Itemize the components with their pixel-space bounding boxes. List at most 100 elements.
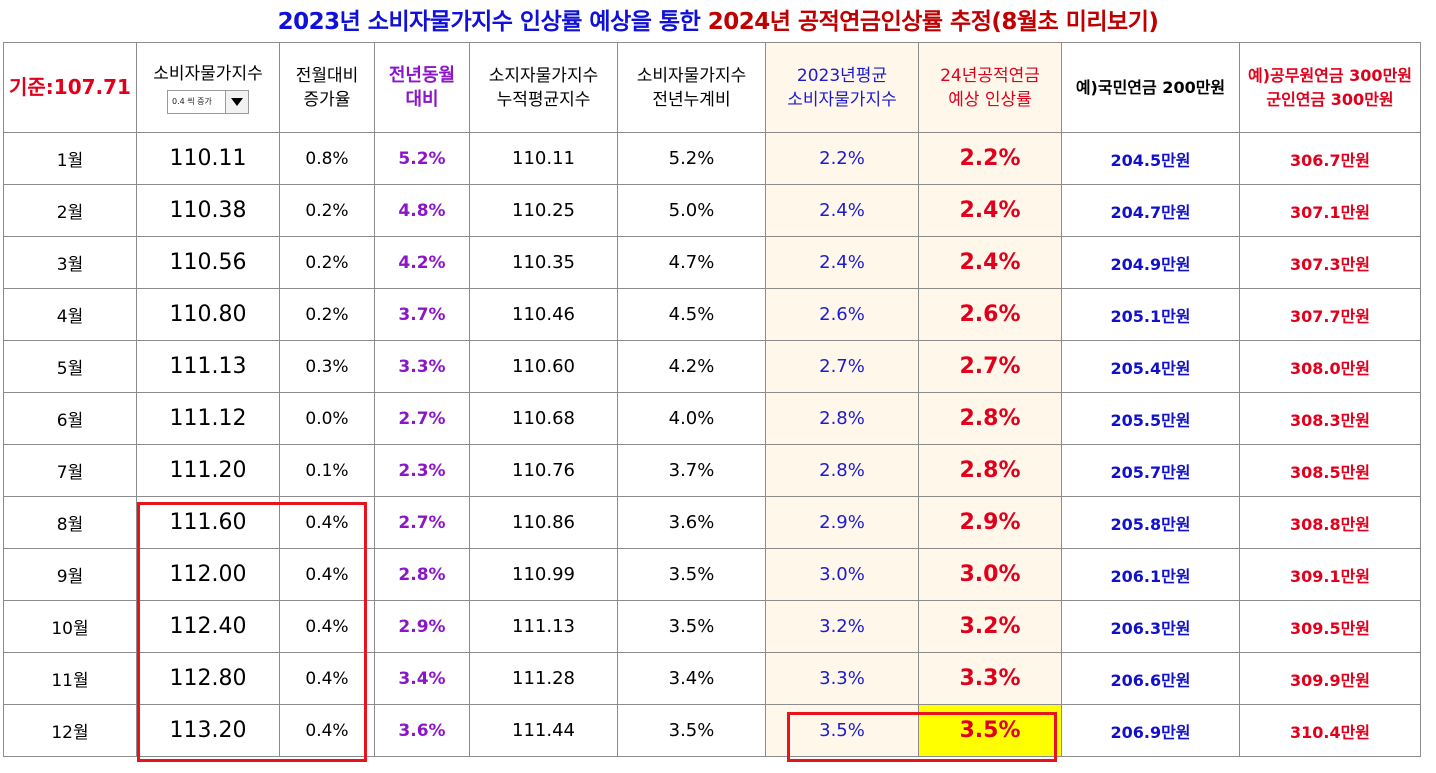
avg-cpi-cell[interactable]: 3.0% — [765, 548, 919, 601]
national-pension-cell[interactable]: 204.7만원 — [1061, 184, 1240, 237]
civil-pension-cell[interactable]: 308.8만원 — [1239, 496, 1421, 549]
national-pension-cell[interactable]: 205.4만원 — [1061, 340, 1240, 393]
mom-cell[interactable]: 0.4% — [279, 704, 375, 757]
pension-rate-cell[interactable]: 2.7% — [918, 340, 1062, 393]
month-cell[interactable]: 6월 — [3, 392, 137, 445]
month-cell[interactable]: 3월 — [3, 236, 137, 289]
cum-avg-cell[interactable]: 110.76 — [469, 444, 618, 497]
cum-avg-cell[interactable]: 110.11 — [469, 132, 618, 185]
ytd-ratio-cell[interactable]: 3.7% — [617, 444, 766, 497]
ytd-ratio-cell[interactable]: 3.5% — [617, 704, 766, 757]
pension-rate-cell[interactable]: 2.8% — [918, 392, 1062, 445]
cum-avg-cell[interactable]: 110.60 — [469, 340, 618, 393]
civil-pension-cell[interactable]: 308.5만원 — [1239, 444, 1421, 497]
national-pension-cell[interactable]: 205.8만원 — [1061, 496, 1240, 549]
cpi-cell[interactable]: 110.56 — [136, 236, 280, 289]
civil-pension-cell[interactable]: 309.9만원 — [1239, 652, 1421, 705]
ytd-ratio-cell[interactable]: 3.5% — [617, 548, 766, 601]
national-pension-cell[interactable]: 204.5만원 — [1061, 132, 1240, 185]
cum-avg-cell[interactable]: 111.13 — [469, 600, 618, 653]
national-pension-cell[interactable]: 206.1만원 — [1061, 548, 1240, 601]
national-pension-cell[interactable]: 206.9만원 — [1061, 704, 1240, 757]
avg-cpi-cell[interactable]: 3.5% — [765, 704, 919, 757]
avg-cpi-cell[interactable]: 2.8% — [765, 392, 919, 445]
mom-cell[interactable]: 0.2% — [279, 236, 375, 289]
cum-avg-cell[interactable]: 111.28 — [469, 652, 618, 705]
cum-avg-cell[interactable]: 110.99 — [469, 548, 618, 601]
cpi-cell[interactable]: 111.12 — [136, 392, 280, 445]
month-cell[interactable]: 11월 — [3, 652, 137, 705]
avg-cpi-cell[interactable]: 3.3% — [765, 652, 919, 705]
pension-rate-cell[interactable]: 2.6% — [918, 288, 1062, 341]
ytd-ratio-cell[interactable]: 3.6% — [617, 496, 766, 549]
pension-rate-cell[interactable]: 3.5% — [918, 704, 1062, 757]
yoy-cell[interactable]: 2.8% — [374, 548, 470, 601]
avg-cpi-cell[interactable]: 2.6% — [765, 288, 919, 341]
mom-cell[interactable]: 0.2% — [279, 184, 375, 237]
avg-cpi-cell[interactable]: 2.4% — [765, 184, 919, 237]
cpi-cell[interactable]: 111.60 — [136, 496, 280, 549]
yoy-cell[interactable]: 2.3% — [374, 444, 470, 497]
yoy-cell[interactable]: 3.3% — [374, 340, 470, 393]
pension-rate-cell[interactable]: 3.0% — [918, 548, 1062, 601]
mom-cell[interactable]: 0.2% — [279, 288, 375, 341]
yoy-cell[interactable]: 3.6% — [374, 704, 470, 757]
avg-cpi-cell[interactable]: 2.7% — [765, 340, 919, 393]
national-pension-cell[interactable]: 205.1만원 — [1061, 288, 1240, 341]
chevron-down-icon[interactable] — [225, 90, 248, 113]
yoy-cell[interactable]: 3.4% — [374, 652, 470, 705]
civil-pension-cell[interactable]: 307.7만원 — [1239, 288, 1421, 341]
yoy-cell[interactable]: 2.7% — [374, 496, 470, 549]
yoy-cell[interactable]: 2.9% — [374, 600, 470, 653]
cpi-cell[interactable]: 110.38 — [136, 184, 280, 237]
yoy-cell[interactable]: 5.2% — [374, 132, 470, 185]
cpi-cell[interactable]: 110.80 — [136, 288, 280, 341]
civil-pension-cell[interactable]: 309.5만원 — [1239, 600, 1421, 653]
national-pension-cell[interactable]: 205.7만원 — [1061, 444, 1240, 497]
yoy-cell[interactable]: 3.7% — [374, 288, 470, 341]
national-pension-cell[interactable]: 206.3만원 — [1061, 600, 1240, 653]
pension-rate-cell[interactable]: 2.9% — [918, 496, 1062, 549]
cum-avg-cell[interactable]: 110.35 — [469, 236, 618, 289]
civil-pension-cell[interactable]: 308.3만원 — [1239, 392, 1421, 445]
pension-rate-cell[interactable]: 2.4% — [918, 236, 1062, 289]
cum-avg-cell[interactable]: 111.44 — [469, 704, 618, 757]
yoy-cell[interactable]: 4.2% — [374, 236, 470, 289]
mom-cell[interactable]: 0.8% — [279, 132, 375, 185]
avg-cpi-cell[interactable]: 3.2% — [765, 600, 919, 653]
cpi-cell[interactable]: 112.40 — [136, 600, 280, 653]
mom-cell[interactable]: 0.1% — [279, 444, 375, 497]
mom-cell[interactable]: 0.3% — [279, 340, 375, 393]
cum-avg-cell[interactable]: 110.25 — [469, 184, 618, 237]
pension-rate-cell[interactable]: 3.3% — [918, 652, 1062, 705]
civil-pension-cell[interactable]: 308.0만원 — [1239, 340, 1421, 393]
cpi-cell[interactable]: 112.80 — [136, 652, 280, 705]
cum-avg-cell[interactable]: 110.46 — [469, 288, 618, 341]
month-cell[interactable]: 1월 — [3, 132, 137, 185]
mom-cell[interactable]: 0.4% — [279, 496, 375, 549]
ytd-ratio-cell[interactable]: 4.5% — [617, 288, 766, 341]
pension-rate-cell[interactable]: 2.8% — [918, 444, 1062, 497]
ytd-ratio-cell[interactable]: 5.2% — [617, 132, 766, 185]
increment-dropdown[interactable]: 0.4 씩 증가 — [167, 89, 249, 114]
pension-rate-cell[interactable]: 2.4% — [918, 184, 1062, 237]
avg-cpi-cell[interactable]: 2.2% — [765, 132, 919, 185]
ytd-ratio-cell[interactable]: 4.0% — [617, 392, 766, 445]
month-cell[interactable]: 2월 — [3, 184, 137, 237]
cpi-cell[interactable]: 110.11 — [136, 132, 280, 185]
yoy-cell[interactable]: 2.7% — [374, 392, 470, 445]
national-pension-cell[interactable]: 206.6만원 — [1061, 652, 1240, 705]
cpi-cell[interactable]: 112.00 — [136, 548, 280, 601]
mom-cell[interactable]: 0.4% — [279, 652, 375, 705]
month-cell[interactable]: 7월 — [3, 444, 137, 497]
avg-cpi-cell[interactable]: 2.4% — [765, 236, 919, 289]
civil-pension-cell[interactable]: 307.1만원 — [1239, 184, 1421, 237]
civil-pension-cell[interactable]: 309.1만원 — [1239, 548, 1421, 601]
mom-cell[interactable]: 0.0% — [279, 392, 375, 445]
month-cell[interactable]: 4월 — [3, 288, 137, 341]
avg-cpi-cell[interactable]: 2.8% — [765, 444, 919, 497]
cpi-cell[interactable]: 113.20 — [136, 704, 280, 757]
ytd-ratio-cell[interactable]: 3.5% — [617, 600, 766, 653]
mom-cell[interactable]: 0.4% — [279, 600, 375, 653]
civil-pension-cell[interactable]: 307.3만원 — [1239, 236, 1421, 289]
